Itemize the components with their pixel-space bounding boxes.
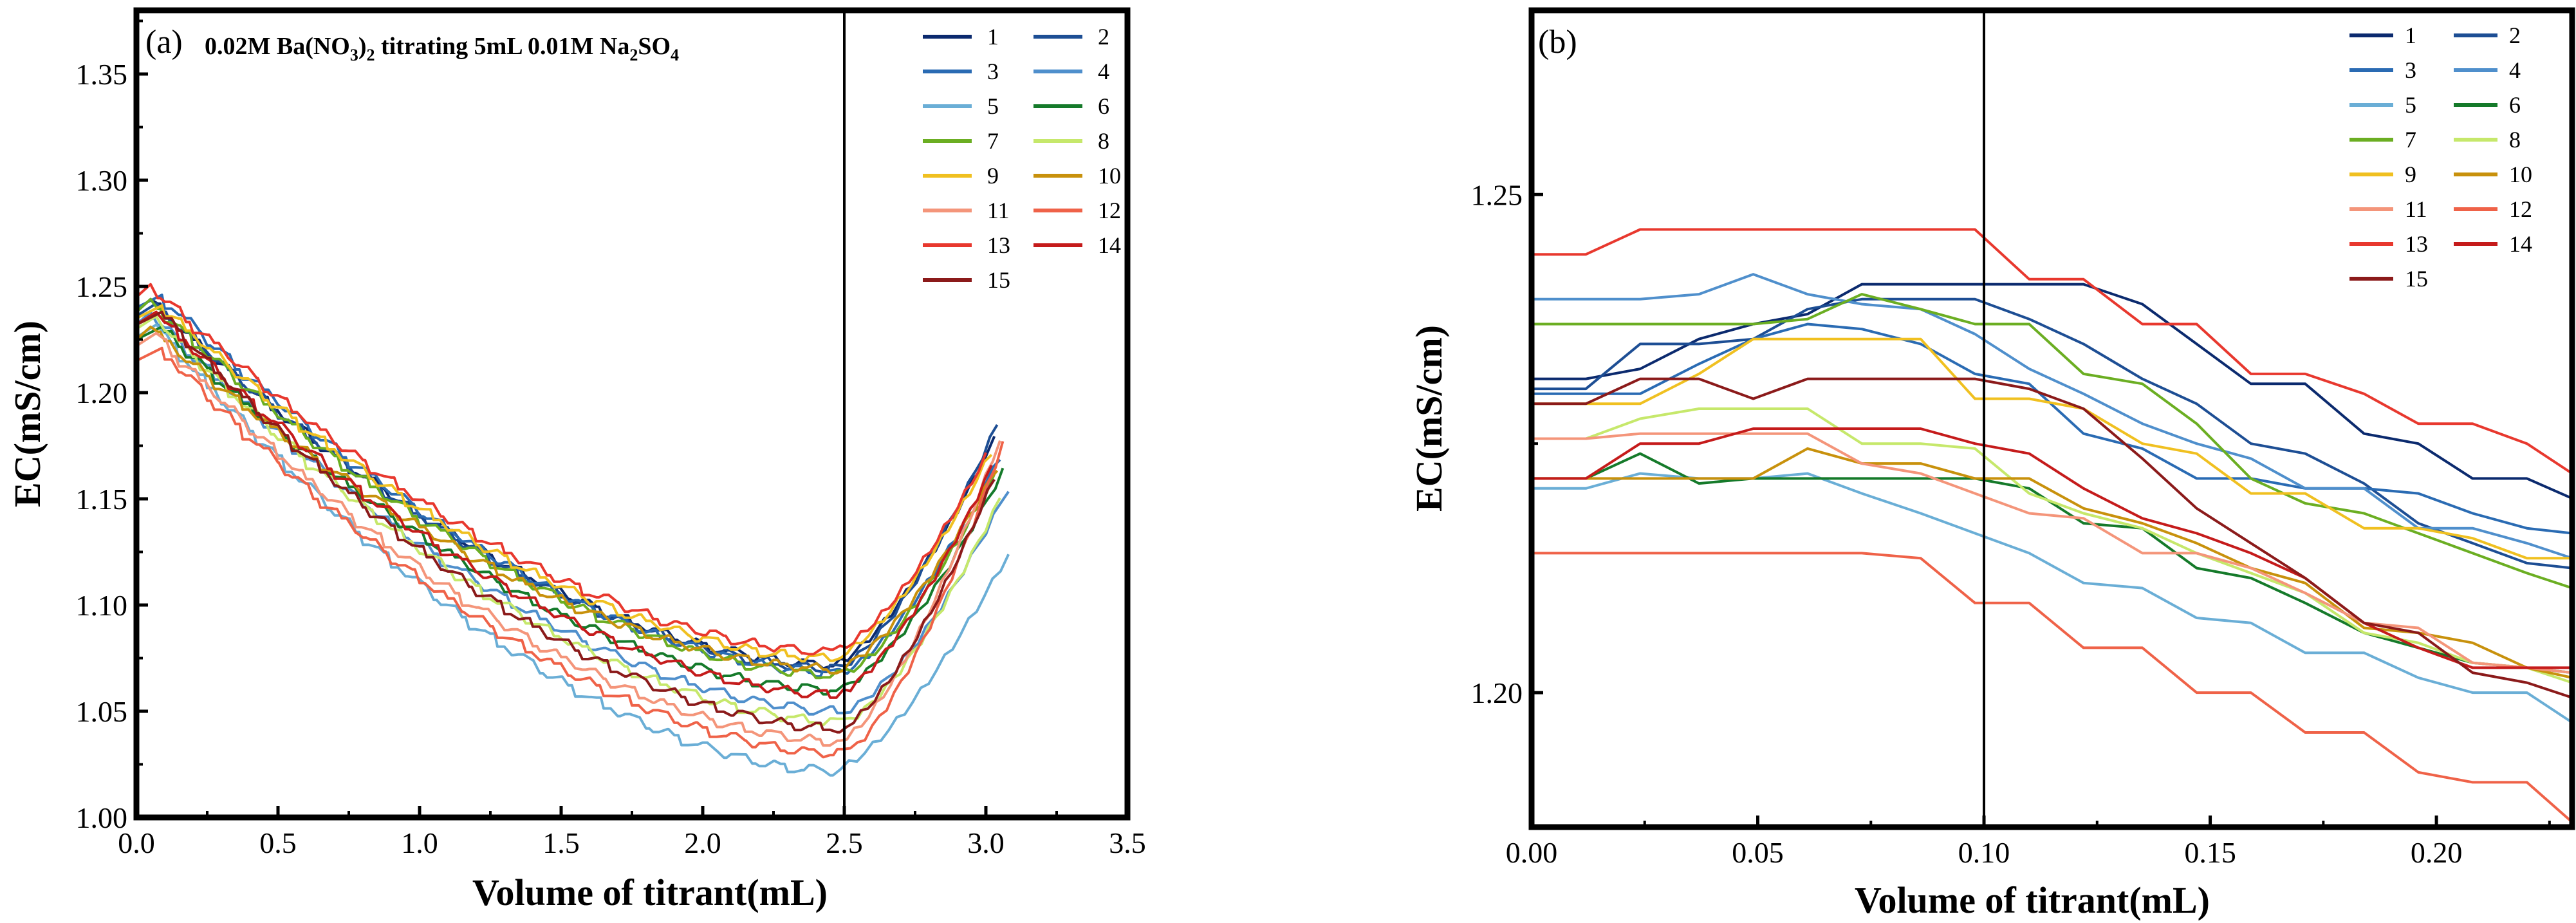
legend-label-6: 6 xyxy=(2509,92,2521,118)
series-line-a-10 xyxy=(135,325,999,675)
series-line-b-8 xyxy=(1532,407,2572,684)
series-line-a-11 xyxy=(135,331,1001,747)
y-tick-label: 1.20 xyxy=(1471,676,1523,709)
legend-label-5: 5 xyxy=(2405,92,2416,118)
x-tick-label: 0.0 xyxy=(118,826,155,859)
series-line-a-4 xyxy=(135,310,1010,716)
panel-b-plot-frame xyxy=(1528,7,2575,830)
legend-label-4: 4 xyxy=(1098,59,1109,84)
legend-label-5: 5 xyxy=(987,93,999,119)
legend-label-9: 9 xyxy=(987,163,999,189)
panel-a-series xyxy=(135,283,1010,777)
panel-b-y-axis-title: EC(mS/cm) xyxy=(1408,325,1450,512)
panel-a-ticks: 0.0 0.5 1.0 1.5 2.0 2.5 3.0 3.5 1.00 1.05 1.10 1.15… xyxy=(76,19,1146,859)
panel-a-annotation: 0.02M Ba(NO3)2 titrating 5mL 0.01M Na2SO… xyxy=(205,33,679,64)
series-line-b-9 xyxy=(1532,337,2572,560)
legend-label-6: 6 xyxy=(1098,93,1109,119)
y-tick-label: 1.20 xyxy=(76,377,128,409)
x-tick-label: 0.15 xyxy=(2184,836,2236,869)
legend-label-13: 13 xyxy=(987,232,1010,258)
legend-label-3: 3 xyxy=(987,59,999,84)
x-tick-label: 0.10 xyxy=(1958,836,2010,869)
panel-a-x-axis-title: Volume of titrant(mL) xyxy=(472,872,828,913)
legend-label-3: 3 xyxy=(2405,57,2416,83)
panel-a: 0.0 0.5 1.0 1.5 2.0 2.5 3.0 3.5 1.00 1.05 1.10 1.15… xyxy=(6,7,1146,913)
y-tick-label: 1.05 xyxy=(76,695,128,728)
panel-b-x-axis-title: Volume of titrant(mL) xyxy=(1855,879,2210,921)
y-tick-label: 1.10 xyxy=(76,589,128,622)
legend-label-1: 1 xyxy=(2405,23,2416,48)
legend-label-7: 7 xyxy=(2405,127,2416,153)
legend-label-15: 15 xyxy=(2405,266,2428,292)
x-tick-label: 0.20 xyxy=(2411,836,2463,869)
series-line-a-7 xyxy=(135,297,996,680)
series-line-a-15 xyxy=(136,310,996,734)
legend-label-8: 8 xyxy=(2509,127,2521,153)
panel-a-y-axis-title: EC(mS/cm) xyxy=(6,321,48,507)
panel-b-label: (b) xyxy=(1538,24,1577,61)
panel-b: 0.00 0.05 0.10 0.15 0.201.201.25 (b) 1 23 45 67… xyxy=(1408,7,2575,921)
panel-a-plot-frame xyxy=(133,7,1131,821)
series-line-b-13 xyxy=(1532,228,2572,475)
x-tick-label: 0.00 xyxy=(1506,836,1558,869)
y-tick-label: 1.00 xyxy=(76,801,128,834)
legend-label-13: 13 xyxy=(2405,231,2428,257)
series-line-b-1 xyxy=(1532,283,2572,500)
series-line-a-8 xyxy=(135,315,1001,727)
x-tick-label: 2.5 xyxy=(826,826,863,859)
legend-label-12: 12 xyxy=(2509,196,2532,222)
legend-label-14: 14 xyxy=(2509,231,2532,257)
y-tick-label: 1.30 xyxy=(76,164,128,197)
x-tick-label: 3.0 xyxy=(967,826,1005,859)
panel-b-ticks: 0.00 0.05 0.10 0.15 0.20 1.20 1.25 xyxy=(1471,178,2551,869)
series-line-b-2 xyxy=(1532,297,2572,570)
x-tick-label: 0.05 xyxy=(1732,836,1784,869)
series-line-b-5 xyxy=(1532,472,2572,724)
series-line-b-15 xyxy=(1532,377,2572,699)
y-tick-label: 1.25 xyxy=(1471,178,1523,211)
legend-label-14: 14 xyxy=(1098,232,1121,258)
panel-b-series xyxy=(1532,228,2572,823)
legend-label-7: 7 xyxy=(987,128,999,154)
series-line-b-12 xyxy=(1532,552,2572,823)
series-line-b-14 xyxy=(1532,427,2572,669)
legend-label-2: 2 xyxy=(1098,24,1109,50)
series-line-b-11 xyxy=(1532,432,2572,675)
y-tick-label: 1.25 xyxy=(76,270,128,303)
x-tick-label: 2.0 xyxy=(684,826,721,859)
series-line-b-3 xyxy=(1532,322,2572,535)
legend-label-8: 8 xyxy=(1098,128,1109,154)
series-line-a-13 xyxy=(135,283,987,656)
legend-label-4: 4 xyxy=(2509,57,2521,83)
x-tick-label: 1.5 xyxy=(542,826,580,859)
x-tick-label: 3.5 xyxy=(1109,826,1146,859)
x-tick-label: 0.5 xyxy=(259,826,297,859)
series-line-b-6 xyxy=(1532,452,2572,675)
legend-label-10: 10 xyxy=(2509,162,2532,187)
y-tick-label: 1.15 xyxy=(76,483,128,516)
y-tick-label: 1.35 xyxy=(76,58,128,91)
legend-label-2: 2 xyxy=(2509,23,2521,48)
legend-label-9: 9 xyxy=(2405,162,2416,187)
series-line-a-14 xyxy=(135,310,993,699)
series-line-a-9 xyxy=(136,304,993,663)
legend-label-11: 11 xyxy=(2405,196,2427,222)
series-line-a-3 xyxy=(136,294,1001,678)
legend-label-11: 11 xyxy=(987,198,1010,223)
legend-label-12: 12 xyxy=(1098,198,1121,223)
legend-label-10: 10 xyxy=(1098,163,1121,189)
series-line-b-4 xyxy=(1532,273,2572,560)
legend-label-15: 15 xyxy=(987,267,1010,293)
legend-label-1: 1 xyxy=(987,24,999,50)
series-line-b-7 xyxy=(1532,293,2572,590)
x-tick-label: 1.0 xyxy=(401,826,438,859)
panel-a-label: (a) xyxy=(145,24,183,61)
series-line-a-12 xyxy=(136,346,1005,759)
